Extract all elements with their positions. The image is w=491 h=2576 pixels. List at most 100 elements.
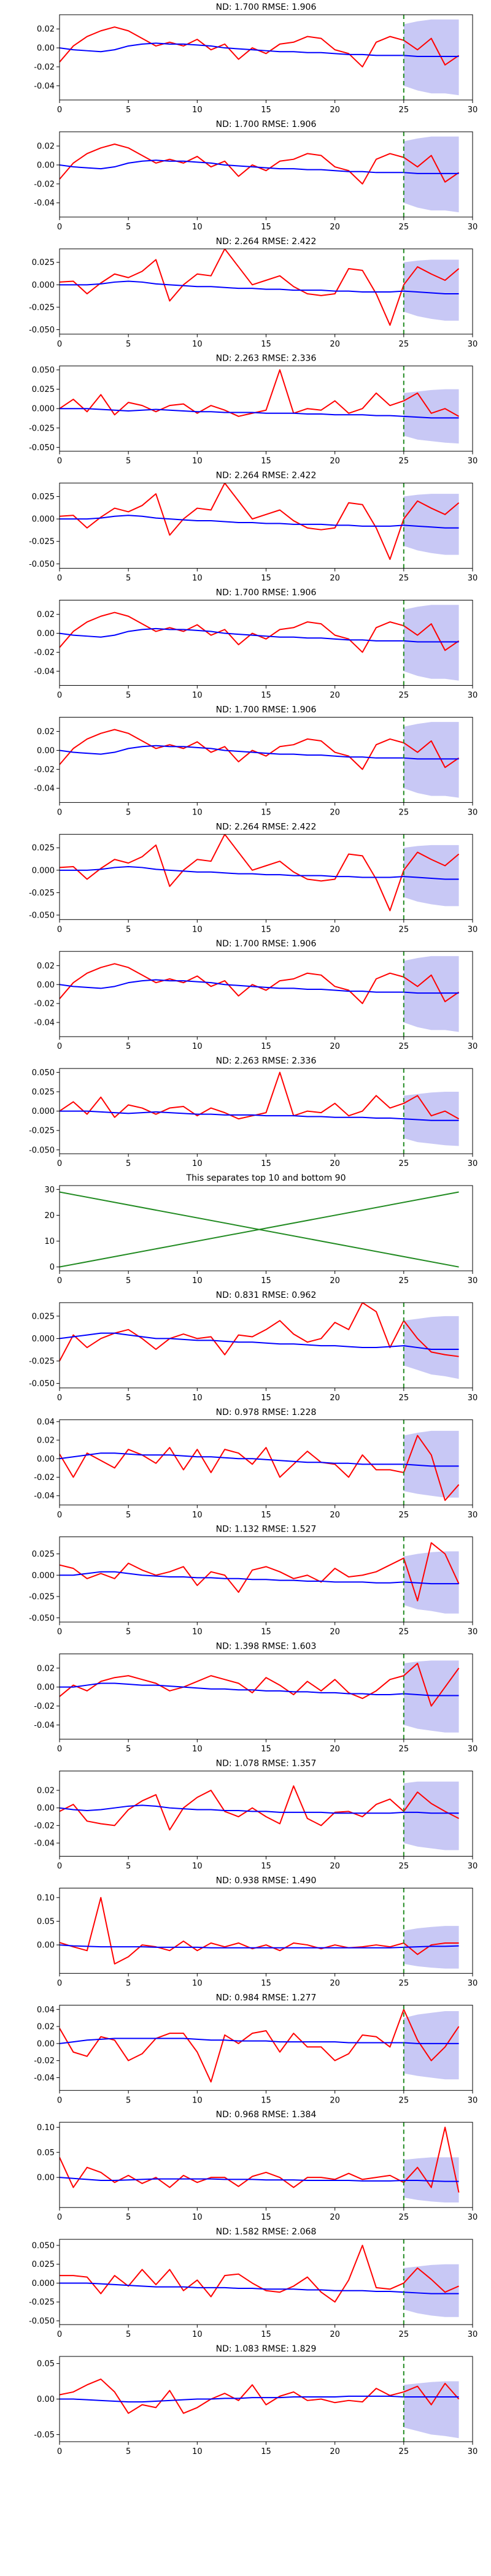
chart-title: ND: 0.968 RMSE: 1.384	[216, 2110, 317, 2120]
y-tick-label: -0.050	[29, 443, 55, 453]
x-tick-label: 30	[468, 1628, 478, 1637]
x-tick-label: 10	[192, 457, 203, 466]
predicted-series-line	[60, 515, 459, 529]
y-tick-label: 0.04	[37, 1417, 55, 1427]
x-tick-label: 20	[330, 457, 340, 466]
predicted-series-line	[60, 280, 459, 294]
x-tick-label: 0	[57, 1862, 62, 1871]
y-tick-label: 0.02	[37, 962, 55, 971]
chart-panel: ND: 1.083 RMSE: 1.829 0 5 10 15 20 25 30 0.05 0.0…	[34, 2344, 477, 2456]
x-tick-label: 25	[399, 457, 409, 466]
x-tick-label: 5	[126, 2447, 131, 2456]
x-tick-label: 20	[330, 808, 340, 817]
chart-panel: ND: 1.132 RMSE: 1.527 0 5 10 15 20 25 30 0.025 0.…	[29, 1525, 477, 1637]
x-tick-label: 5	[126, 2213, 131, 2222]
predicted-series-line	[60, 1571, 459, 1585]
x-tick-label: 25	[399, 808, 409, 817]
y-tick-label: -0.025	[29, 1357, 55, 1367]
chart-plot-area	[60, 951, 460, 1037]
confidence-band	[403, 1316, 459, 1379]
x-tick-label: 10	[192, 2213, 203, 2222]
chart-plot-area	[60, 1654, 460, 1739]
chart-panel: ND: 2.264 RMSE: 2.422 0 5 10 15 20 25 30 0.025 0.…	[29, 822, 477, 934]
x-tick-label: 30	[468, 574, 478, 583]
y-tick-label: 0.000	[32, 866, 55, 875]
x-tick-label: 30	[468, 808, 478, 817]
x-tick-label: 15	[261, 1159, 271, 1168]
x-tick-label: 15	[261, 2330, 271, 2339]
x-tick-label: 10	[192, 1862, 203, 1871]
y-tick-label: -0.02	[34, 1702, 55, 1711]
x-tick-label: 25	[399, 1511, 409, 1520]
y-tick-label: -0.050	[29, 560, 55, 569]
x-tick-label: 20	[330, 925, 340, 934]
x-tick-label: 30	[468, 1042, 478, 1051]
x-tick-label: 25	[399, 2213, 409, 2222]
x-tick-label: 15	[261, 925, 271, 934]
x-tick-label: 15	[261, 1745, 271, 1754]
x-tick-label: 25	[399, 2096, 409, 2105]
chart-title: ND: 1.083 RMSE: 1.829	[216, 2344, 317, 2354]
x-tick-label: 5	[126, 1862, 131, 1871]
y-tick-label: -0.02	[34, 63, 55, 72]
chart-title: ND: 2.264 RMSE: 2.422	[216, 471, 317, 481]
x-tick-label: 0	[57, 1628, 62, 1637]
y-tick-label: 0.025	[32, 1550, 55, 1559]
y-tick-label: 0.000	[32, 405, 55, 414]
confidence-band	[403, 389, 459, 444]
x-tick-label: 0	[57, 2213, 62, 2222]
x-tick-label: 10	[192, 2096, 203, 2105]
x-tick-label: 25	[399, 1159, 409, 1168]
x-tick-label: 20	[330, 574, 340, 583]
x-tick-label: 5	[126, 1042, 131, 1051]
x-tick-label: 15	[261, 1628, 271, 1637]
chart-title: This separates top 10 and bottom 90	[186, 1173, 346, 1183]
actual-series-line	[60, 369, 460, 417]
x-tick-label: 30	[468, 1159, 478, 1168]
confidence-band	[403, 1781, 459, 1850]
y-tick-label: 0.10	[37, 1893, 55, 1903]
predicted-series-line	[60, 2177, 459, 2182]
y-tick-label: -0.02	[34, 180, 55, 189]
chart-title: ND: 1.700 RMSE: 1.906	[216, 705, 317, 715]
x-tick-label: 5	[126, 2096, 131, 2105]
y-tick-label: 0.050	[32, 1068, 55, 1078]
x-tick-label: 0	[57, 808, 62, 817]
y-tick-label: 0.000	[32, 515, 55, 524]
y-tick-label: 0.02	[37, 1436, 55, 1446]
y-tick-label: 0	[50, 1263, 55, 1272]
x-tick-label: 15	[261, 1979, 271, 1988]
x-tick-label: 25	[399, 1628, 409, 1637]
x-tick-label: 30	[468, 223, 478, 232]
x-tick-label: 20	[330, 1159, 340, 1168]
x-tick-label: 20	[330, 223, 340, 232]
x-tick-label: 5	[126, 925, 131, 934]
x-tick-label: 10	[192, 1159, 203, 1168]
chart-panel: ND: 2.264 RMSE: 2.422 0 5 10 15 20 25 30 0.025 0.…	[29, 237, 477, 349]
chart-plot-area	[60, 1419, 460, 1505]
divider-diagonal-line	[60, 1191, 459, 1268]
x-tick-label: 30	[468, 340, 478, 349]
x-tick-label: 0	[57, 574, 62, 583]
y-tick-label: -0.05	[34, 2431, 55, 2440]
chart-title: ND: 1.700 RMSE: 1.906	[216, 588, 317, 598]
x-tick-label: 25	[399, 105, 409, 115]
y-tick-label: 0.00	[37, 2174, 55, 2183]
x-tick-label: 5	[126, 1979, 131, 1988]
x-tick-label: 5	[126, 574, 131, 583]
x-tick-label: 30	[468, 457, 478, 466]
y-tick-label: -0.04	[34, 1019, 55, 1028]
x-tick-label: 0	[57, 1276, 62, 1286]
y-tick-label: 0.10	[37, 2123, 55, 2133]
x-tick-label: 25	[399, 925, 409, 934]
chart-title: ND: 2.264 RMSE: 2.422	[216, 822, 317, 832]
y-tick-label: -0.025	[29, 303, 55, 312]
y-tick-label: 0.025	[32, 385, 55, 394]
x-tick-label: 5	[126, 1511, 131, 1520]
y-tick-label: 0.02	[37, 727, 55, 737]
predicted-series-line	[60, 627, 459, 643]
x-tick-label: 30	[468, 1393, 478, 1403]
chart-panel: ND: 1.398 RMSE: 1.603 0 5 10 15 20 25 30 0.02 0.0…	[34, 1642, 477, 1754]
x-tick-label: 10	[192, 2447, 203, 2456]
